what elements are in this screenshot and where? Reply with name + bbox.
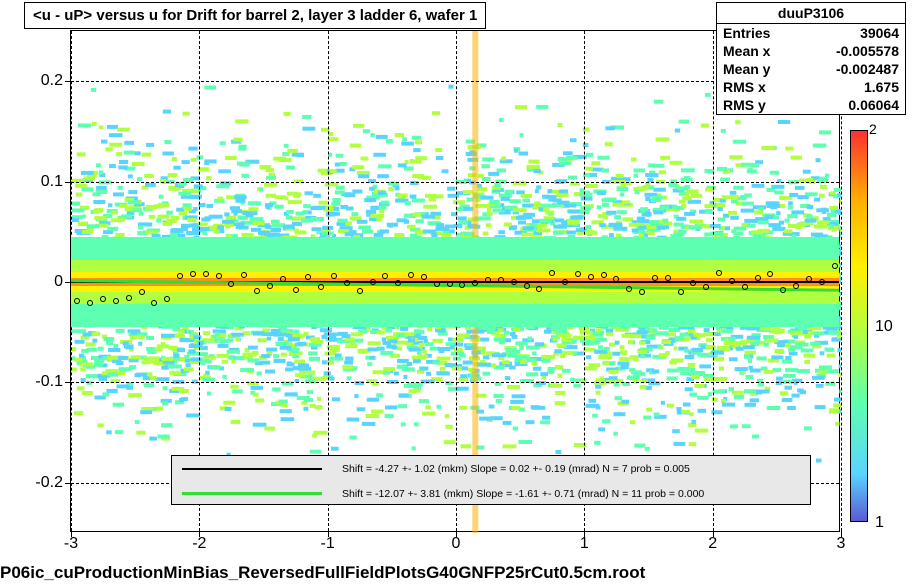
colorbar: 2 110 (850, 130, 868, 522)
chart-title: <u - uP> versus u for Drift for barrel 2… (24, 2, 486, 29)
stats-meany-val: -0.002487 (836, 61, 899, 77)
legend-text-green: Shift = -12.07 +- 3.81 (mkm) Slope = -1.… (342, 488, 704, 500)
stats-meany-label: Mean y (723, 61, 770, 77)
x-tick-label: 2 (708, 535, 717, 553)
stats-meanx-label: Mean x (723, 43, 770, 59)
colorbar-tick-label: 1 (875, 514, 884, 532)
stats-entries: Entries 39064 (717, 24, 905, 42)
legend-line-black (182, 468, 322, 470)
y-tick-label: 0 (54, 273, 63, 291)
y-tick-label: -0.1 (35, 373, 63, 391)
stats-name: duuP3106 (717, 3, 905, 24)
stats-rmsy-label: RMS y (723, 97, 766, 113)
stats-entries-label: Entries (723, 25, 770, 41)
legend-row-black: Shift = -4.27 +- 1.02 (mkm) Slope = 0.02… (172, 456, 810, 481)
legend-row-green: Shift = -12.07 +- 3.81 (mkm) Slope = -1.… (172, 481, 810, 506)
stats-rmsx-label: RMS x (723, 79, 766, 95)
legend-text-black: Shift = -4.27 +- 1.02 (mkm) Slope = 0.02… (342, 463, 690, 475)
y-tick-label: -0.2 (35, 474, 63, 492)
x-tick-label: 0 (452, 535, 461, 553)
colorbar-sup: 2 (869, 121, 877, 137)
x-tick-label: -2 (192, 535, 206, 553)
x-tick-label: -1 (321, 535, 335, 553)
legend-box: Shift = -4.27 +- 1.02 (mkm) Slope = 0.02… (171, 455, 811, 505)
colorbar-tick-label: 10 (875, 318, 893, 336)
x-tick-label: 3 (837, 535, 846, 553)
stats-entries-val: 39064 (860, 25, 899, 41)
stats-rmsx: RMS x 1.675 (717, 78, 905, 96)
legend-line-green (182, 492, 322, 495)
x-tick-label: -3 (64, 535, 78, 553)
stats-rmsx-val: 1.675 (864, 79, 899, 95)
stats-meanx: Mean x -0.005578 (717, 42, 905, 60)
stats-meany: Mean y -0.002487 (717, 60, 905, 78)
stats-meanx-val: -0.005578 (836, 43, 899, 59)
footer-filename: P06ic_cuProductionMinBias_ReversedFullFi… (0, 563, 645, 583)
y-tick-label: 0.1 (41, 173, 63, 191)
x-tick-label: 1 (580, 535, 589, 553)
y-tick-label: 0.2 (41, 72, 63, 90)
stats-rmsy: RMS y 0.06064 (717, 96, 905, 114)
stats-rmsy-val: 0.06064 (848, 97, 899, 113)
stats-box: duuP3106 Entries 39064 Mean x -0.005578 … (716, 2, 906, 115)
